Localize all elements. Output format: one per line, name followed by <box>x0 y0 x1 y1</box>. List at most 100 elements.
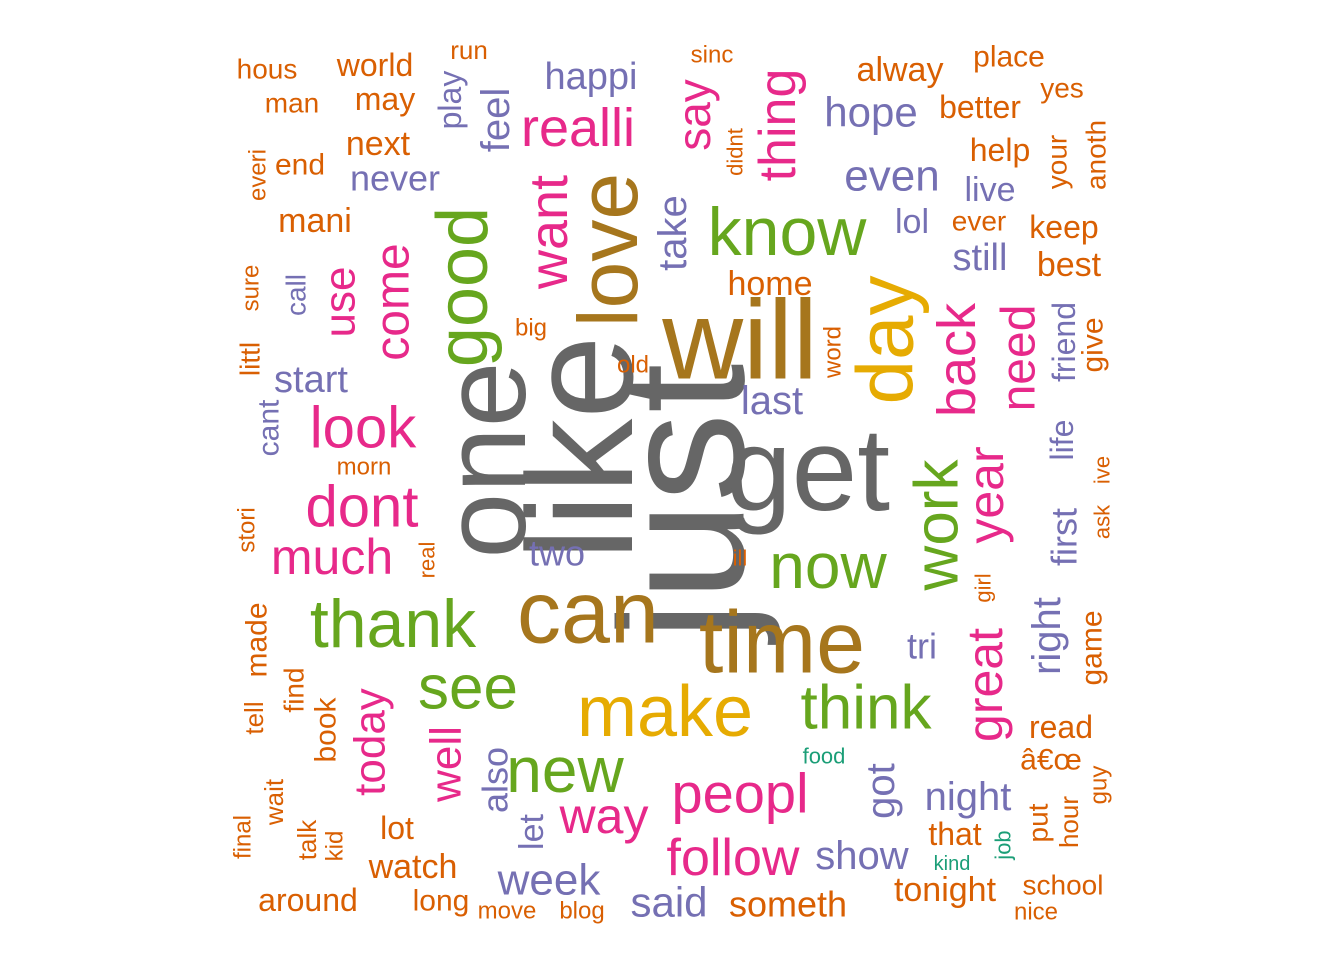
word-job: job <box>991 830 1016 860</box>
word-cant: cant <box>253 399 286 456</box>
word-guy: guy <box>1086 766 1113 805</box>
word-mani: mani <box>278 202 352 240</box>
word-get: get <box>726 404 890 536</box>
word-morn: morn <box>337 454 392 481</box>
word-realli: realli <box>521 98 635 158</box>
word-will: will <box>661 278 818 403</box>
word-new: new <box>506 734 624 806</box>
word-thing: thing <box>749 69 807 182</box>
word-say: say <box>668 79 720 151</box>
word-give: give <box>1077 317 1110 372</box>
word-sure: sure <box>238 265 265 312</box>
word-move: move <box>478 898 537 925</box>
word-dont: dont <box>306 475 419 540</box>
word-can: can <box>517 563 659 662</box>
word-today: today <box>346 688 395 796</box>
word-wait: wait <box>259 778 289 826</box>
word-got: got <box>859 763 903 819</box>
word-day: day <box>841 276 930 405</box>
word-end: end <box>275 149 325 182</box>
word-much: much <box>271 529 393 585</box>
word-may: may <box>355 81 415 117</box>
word-like: like <box>496 335 664 560</box>
word-your: your <box>1042 135 1073 189</box>
word-thank: thank <box>310 586 477 662</box>
word-run: run <box>450 35 488 65</box>
word-last: last <box>741 379 803 423</box>
word-real: real <box>415 542 440 579</box>
word-tell: tell <box>239 701 269 734</box>
word-follow: follow <box>667 829 800 887</box>
word-word: word <box>820 326 847 379</box>
word-think: think <box>801 674 933 743</box>
word-sinc: sinc <box>691 42 734 69</box>
word-best: best <box>1037 246 1102 284</box>
word-someth: someth <box>729 884 847 925</box>
word-hous: hous <box>237 54 298 85</box>
word-kind: kind <box>934 853 971 875</box>
word-look: look <box>310 396 417 461</box>
word-better: better <box>939 89 1021 125</box>
word-made: made <box>241 602 274 677</box>
word-time: time <box>699 593 865 692</box>
word-know: know <box>708 194 868 270</box>
word-peopl: peopl <box>671 762 808 825</box>
word-keep: keep <box>1029 209 1098 245</box>
word-ill: ill <box>733 546 748 571</box>
word-yes: yes <box>1040 73 1084 104</box>
word-make: make <box>577 672 753 752</box>
word-ive: ive <box>1090 456 1115 484</box>
word-never: never <box>350 158 440 199</box>
word-blog: blog <box>559 898 604 925</box>
word-kid: kid <box>322 831 349 862</box>
word-final: final <box>230 815 257 859</box>
word-home: home <box>727 265 812 303</box>
word-feel: feel <box>474 88 518 153</box>
word-big: big <box>515 315 547 342</box>
word-let: let <box>513 813 551 849</box>
word-ask: ask <box>1090 504 1115 539</box>
word-need: need <box>993 305 1046 412</box>
word-world: world <box>336 47 413 83</box>
word-want: want <box>519 175 579 290</box>
word-live: live <box>964 171 1015 209</box>
word-help: help <box>970 132 1031 168</box>
word-tri: tri <box>907 626 937 667</box>
word-use: use <box>316 267 365 338</box>
word-show: show <box>815 834 908 878</box>
word-good: good <box>423 207 503 367</box>
word-right: right <box>1025 597 1069 675</box>
word-hope: hope <box>824 89 917 136</box>
word-work: work <box>903 459 972 592</box>
word-two: two <box>529 533 585 574</box>
word-happi: happi <box>545 56 638 98</box>
word-next: next <box>346 125 411 163</box>
word-game: game <box>1076 610 1109 685</box>
word-symbol: â€œ <box>1020 744 1082 777</box>
word-friend: friend <box>1046 302 1082 382</box>
word-ever: ever <box>952 206 1006 237</box>
word-lot: lot <box>380 810 414 846</box>
word-year: year <box>958 446 1014 543</box>
word-littl: littl <box>235 342 266 376</box>
word-just: just <box>583 364 782 646</box>
word-life: life <box>1044 420 1080 461</box>
word-week: week <box>497 856 602 905</box>
word-well: well <box>422 726 471 803</box>
word-first: first <box>1044 508 1085 566</box>
word-one: one <box>419 362 551 559</box>
word-love: love <box>561 173 655 327</box>
word-lol: lol <box>895 203 929 241</box>
word-stori: stori <box>234 507 261 552</box>
word-tonight: tonight <box>894 871 997 909</box>
word-everi: everi <box>245 149 272 201</box>
word-old: old <box>617 352 649 379</box>
word-still: still <box>953 237 1008 279</box>
word-book: book <box>310 696 343 762</box>
word-food: food <box>803 744 846 769</box>
word-great: great <box>957 628 1013 742</box>
word-around: around <box>258 882 358 918</box>
word-school: school <box>1023 870 1104 901</box>
word-come: come <box>367 243 420 360</box>
word-talk: talk <box>292 819 322 860</box>
